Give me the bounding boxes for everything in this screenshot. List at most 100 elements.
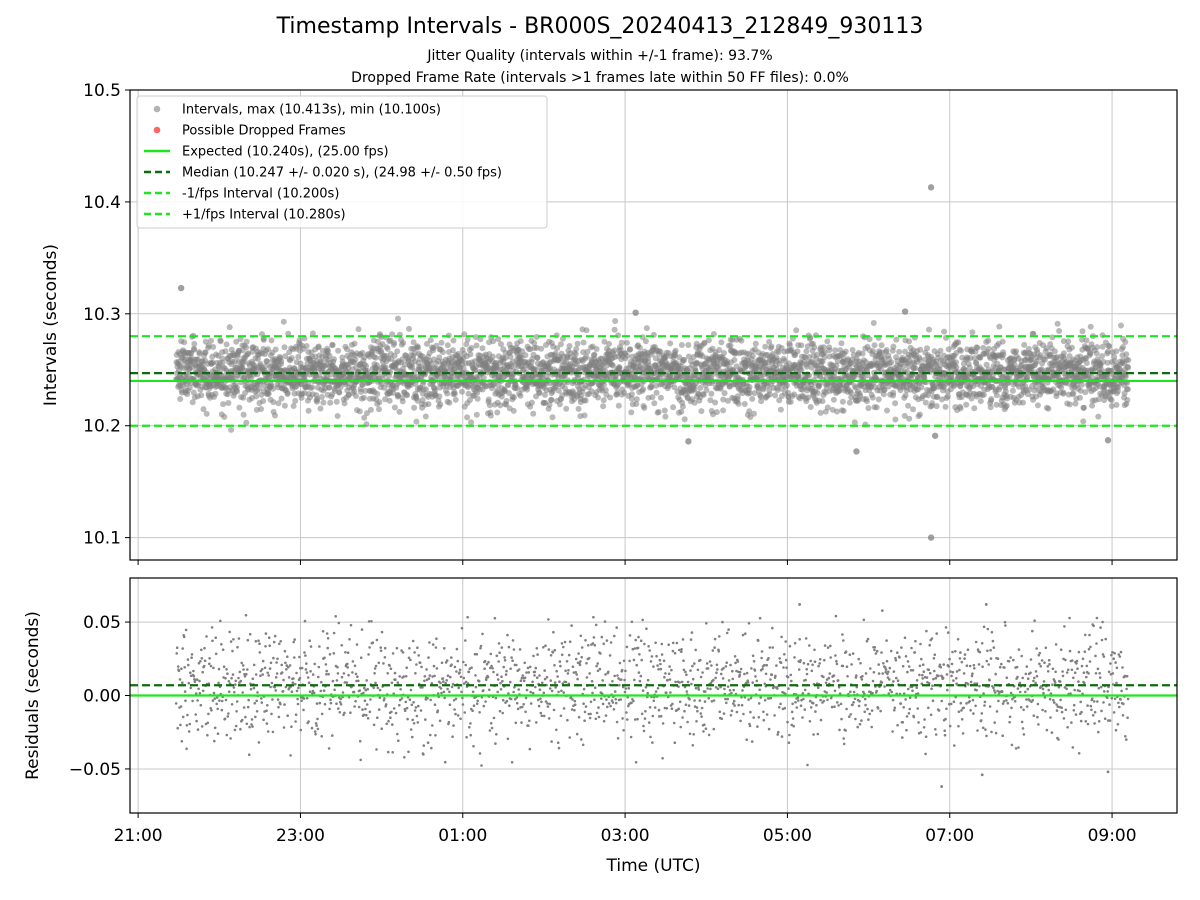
residual-point [354, 672, 358, 676]
residual-point [451, 735, 454, 738]
residual-point [176, 726, 179, 730]
residual-point [390, 681, 394, 685]
interval-point [963, 401, 970, 408]
interval-point [892, 400, 899, 407]
residual-point [366, 717, 370, 720]
residual-point [275, 661, 278, 664]
residual-point [404, 675, 408, 678]
interval-point [1124, 386, 1131, 393]
residual-point [295, 671, 298, 675]
residual-point [464, 639, 467, 642]
interval-point [517, 392, 524, 399]
residual-point [548, 702, 551, 706]
residual-point [335, 702, 338, 705]
residual-point [551, 651, 555, 654]
interval-point [296, 337, 303, 344]
residual-point [241, 664, 245, 667]
residual-point [478, 752, 482, 755]
residual-point [402, 675, 406, 678]
residual-point [303, 619, 307, 623]
residual-point [559, 714, 563, 718]
residual-point [196, 699, 199, 702]
residual-point [229, 640, 233, 643]
residual-point [272, 656, 275, 660]
residual-point [286, 714, 290, 717]
residual-point [362, 713, 366, 717]
residual-point [511, 659, 514, 662]
interval-point [270, 385, 277, 392]
residual-point [539, 711, 543, 715]
residual-point [337, 621, 341, 625]
residual-point [396, 732, 399, 736]
residual-point [525, 688, 529, 692]
interval-point [329, 341, 336, 348]
residual-point [364, 707, 367, 711]
residual-point [459, 717, 462, 720]
residual-point [440, 691, 443, 695]
interval-point [1123, 351, 1130, 358]
residual-point [449, 675, 452, 679]
interval-point [787, 398, 794, 405]
interval-point [303, 343, 310, 349]
interval-point [344, 346, 350, 353]
residual-point [314, 722, 318, 725]
residual-point [443, 760, 447, 764]
residual-point [293, 638, 297, 641]
residual-point [338, 711, 342, 714]
interval-point [697, 384, 704, 391]
interval-point [575, 405, 582, 412]
residual-point [212, 666, 215, 670]
interval-point [219, 359, 226, 366]
y-tick-label: 10.3 [83, 305, 121, 325]
residual-point [431, 643, 435, 646]
interval-point [1003, 402, 1010, 409]
interval-point [295, 353, 302, 360]
interval-point [1083, 360, 1090, 366]
interval-point [240, 411, 247, 418]
interval-point [839, 398, 846, 405]
interval-point [413, 418, 420, 425]
residual-point [263, 666, 267, 670]
residual-point [235, 710, 238, 713]
residual-point [506, 633, 509, 637]
residual-point [302, 697, 306, 700]
interval-point [234, 388, 241, 395]
residual-point [216, 707, 219, 711]
residual-point [302, 708, 305, 712]
residual-point [496, 673, 499, 676]
residual-point [454, 697, 458, 701]
interval-point [326, 384, 333, 391]
residual-point [183, 666, 186, 669]
residual-point [543, 669, 546, 672]
interval-point [222, 348, 229, 355]
interval-point [918, 384, 925, 391]
residual-point [408, 647, 411, 650]
interval-point [474, 395, 481, 402]
residual-point [176, 665, 180, 668]
interval-point [1106, 343, 1113, 350]
interval-point [1095, 413, 1102, 420]
residual-point [454, 712, 457, 716]
interval-point [649, 394, 656, 401]
residual-point [520, 721, 523, 724]
residual-point [554, 686, 557, 689]
residual-point [342, 672, 346, 675]
residual-point [289, 754, 292, 757]
residual-point [258, 642, 261, 645]
residual-point [478, 711, 481, 714]
residual-point [483, 659, 487, 663]
interval-point [1000, 351, 1007, 358]
residual-point [448, 690, 451, 694]
residual-point [255, 710, 259, 713]
interval-point [712, 399, 719, 406]
residual-point [266, 730, 270, 733]
residual-point [333, 688, 336, 692]
interval-point [572, 351, 579, 357]
residual-point [372, 723, 376, 727]
residual-point [295, 689, 299, 693]
residual-point [191, 699, 194, 703]
interval-point [870, 320, 877, 326]
residual-point [187, 730, 191, 733]
jitter-quality-subtitle: Jitter Quality (intervals within +/-1 fr… [427, 48, 773, 64]
